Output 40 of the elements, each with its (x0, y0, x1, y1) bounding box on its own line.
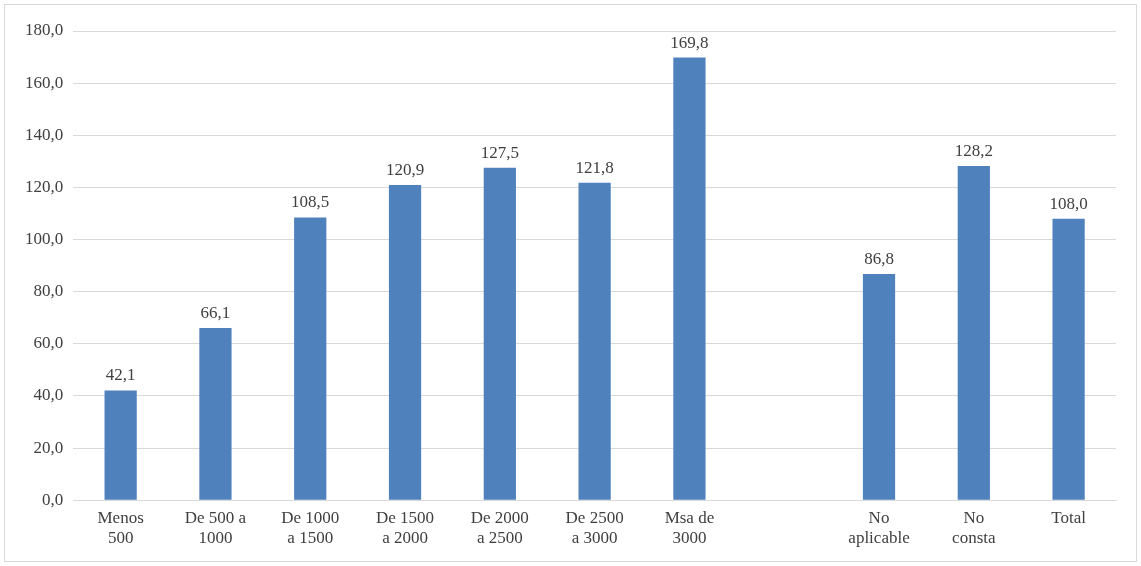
bar (388, 185, 422, 500)
data-label: 108,5 (291, 192, 330, 212)
y-tick-label: 60,0 (33, 333, 64, 353)
bar (294, 217, 327, 500)
x-tick-label: De 500 a 1000 (184, 507, 247, 548)
x-tick-label: De 2000 a 2500 (470, 507, 529, 548)
x-tick-label: De 1000 a 1500 (281, 507, 340, 548)
x-tick-label: Msa de 3000 (664, 507, 715, 548)
y-tick-label: 20,0 (33, 437, 64, 457)
bar (483, 167, 516, 500)
data-label: 169,8 (670, 32, 709, 52)
y-tick-label: 140,0 (25, 124, 64, 144)
y-tick-label: 0,0 (42, 489, 64, 509)
data-label: 128,2 (954, 140, 993, 160)
data-label: 121,8 (575, 157, 614, 177)
x-tick-label: Menos 500 (97, 507, 144, 548)
y-tick-label: 100,0 (25, 229, 64, 248)
data-label: 108,0 (1049, 193, 1088, 213)
y-tick-label: 40,0 (33, 385, 64, 405)
y-tick-label: 160,0 (25, 72, 64, 92)
bar (578, 182, 611, 500)
y-tick-label: 120,0 (25, 176, 64, 196)
x-tick-label: De 1500 a 2000 (376, 507, 435, 548)
x-tick-label: Total (1051, 507, 1087, 527)
bar (1052, 218, 1085, 500)
bar (673, 57, 706, 500)
bar (862, 273, 896, 500)
bar (957, 166, 990, 500)
x-tick-label: No consta (952, 507, 996, 548)
x-tick-label: De 2500 a 3000 (565, 507, 624, 548)
data-label: 127,5 (480, 142, 519, 162)
data-label: 120,9 (385, 160, 425, 180)
bar (104, 390, 137, 500)
data-label: 86,8 (864, 248, 894, 268)
bar (199, 327, 232, 500)
y-tick-label: 180,0 (25, 20, 64, 40)
data-label: 42,1 (105, 365, 136, 385)
y-tick-label: 80,0 (33, 281, 64, 301)
data-label: 66,1 (200, 302, 231, 322)
x-tick-label: No aplicable (848, 507, 910, 548)
